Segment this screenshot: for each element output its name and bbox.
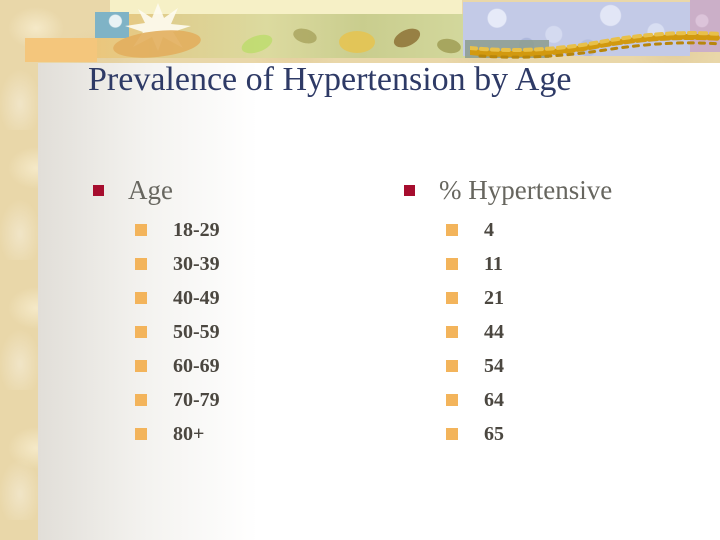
parchment-texture-strip bbox=[0, 0, 38, 540]
wheat-sprig-icon bbox=[470, 31, 720, 59]
list-item: 65 bbox=[404, 417, 612, 451]
list-item: 70-79 bbox=[93, 383, 220, 417]
list-item: 18-29 bbox=[93, 213, 220, 247]
age-list: 18-29 30-39 40-49 50-59 60-69 70-79 80+ bbox=[93, 213, 220, 451]
percent-value-label: 64 bbox=[484, 388, 504, 411]
gold-square-bullet-icon bbox=[135, 258, 147, 270]
age-range-label: 30-39 bbox=[173, 252, 220, 275]
red-square-bullet-icon bbox=[93, 184, 104, 196]
gold-square-bullet-icon bbox=[446, 224, 458, 236]
slide-title: Prevalence of Hypertension by Age bbox=[88, 61, 572, 98]
age-column: Age 18-29 30-39 40-49 50-59 60-69 70-79 … bbox=[93, 174, 220, 451]
teal-watercolor-patch bbox=[95, 12, 129, 38]
orange-leaf-icon bbox=[113, 30, 201, 58]
list-item: 11 bbox=[404, 247, 612, 281]
age-range-label: 50-59 bbox=[173, 320, 220, 343]
gold-square-bullet-icon bbox=[135, 292, 147, 304]
gold-square-bullet-icon bbox=[446, 292, 458, 304]
gold-square-bullet-icon bbox=[135, 326, 147, 338]
gold-square-bullet-icon bbox=[446, 360, 458, 372]
age-range-label: 70-79 bbox=[173, 388, 220, 411]
age-header-label: Age bbox=[128, 174, 173, 205]
hypertensive-column: % Hypertensive 4 11 21 44 54 64 65 bbox=[404, 174, 613, 451]
list-item: 60-69 bbox=[93, 349, 220, 383]
hypertensive-list: 4 11 21 44 54 64 65 bbox=[404, 213, 612, 451]
accent-bar bbox=[25, 38, 97, 62]
gold-square-bullet-icon bbox=[446, 326, 458, 338]
content-panel bbox=[38, 63, 720, 540]
age-range-label: 18-29 bbox=[173, 218, 220, 241]
percent-value-label: 4 bbox=[484, 218, 494, 241]
list-item: 30-39 bbox=[93, 247, 220, 281]
hypertensive-column-header: % Hypertensive bbox=[404, 174, 613, 205]
list-item: 80+ bbox=[93, 417, 220, 451]
percent-value-label: 65 bbox=[484, 422, 504, 445]
hypertensive-header-label: % Hypertensive bbox=[439, 174, 613, 205]
age-range-label: 40-49 bbox=[173, 286, 220, 309]
gold-square-bullet-icon bbox=[446, 258, 458, 270]
list-item: 44 bbox=[404, 315, 612, 349]
gold-square-bullet-icon bbox=[135, 360, 147, 372]
age-range-label: 80+ bbox=[173, 422, 205, 445]
decorative-band bbox=[95, 0, 720, 59]
percent-value-label: 44 bbox=[484, 320, 504, 343]
gold-square-bullet-icon bbox=[446, 394, 458, 406]
list-item: 54 bbox=[404, 349, 612, 383]
list-item: 21 bbox=[404, 281, 612, 315]
list-item: 64 bbox=[404, 383, 612, 417]
scattered-leaves-icon bbox=[241, 28, 461, 54]
pale-yellow-strip bbox=[110, 0, 462, 16]
age-column-header: Age bbox=[93, 174, 220, 205]
percent-value-label: 54 bbox=[484, 354, 504, 377]
gold-square-bullet-icon bbox=[135, 428, 147, 440]
red-square-bullet-icon bbox=[404, 184, 415, 196]
percent-value-label: 11 bbox=[484, 252, 503, 275]
age-range-label: 60-69 bbox=[173, 354, 220, 377]
list-item: 50-59 bbox=[93, 315, 220, 349]
list-item: 40-49 bbox=[93, 281, 220, 315]
percent-value-label: 21 bbox=[484, 286, 504, 309]
gold-square-bullet-icon bbox=[135, 394, 147, 406]
gold-square-bullet-icon bbox=[446, 428, 458, 440]
gold-square-bullet-icon bbox=[135, 224, 147, 236]
list-item: 4 bbox=[404, 213, 612, 247]
